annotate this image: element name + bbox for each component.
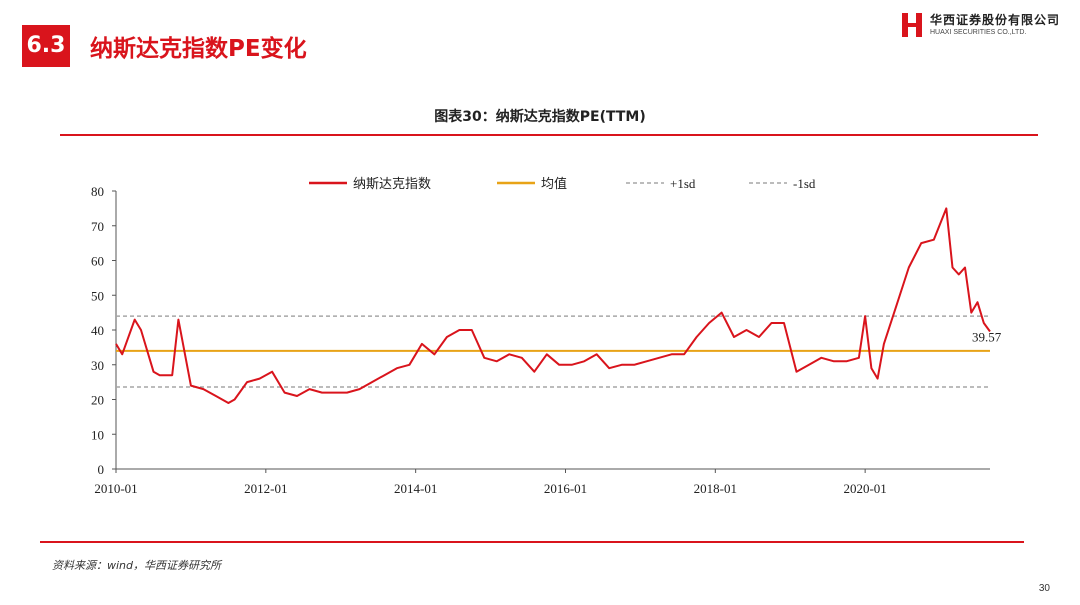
legend-label: +1sd	[670, 176, 696, 191]
y-tick-label: 10	[91, 427, 104, 442]
logo-company-name-en: HUAXI SECURITIES CO.,LTD.	[929, 29, 1027, 36]
y-tick-label: 50	[91, 288, 104, 303]
logo-company-name-cn: 华西证券股份有限公司	[929, 13, 1060, 27]
y-tick-label: 80	[91, 184, 104, 199]
legend-label: 均值	[541, 176, 567, 192]
legend-label: 纳斯达克指数	[353, 177, 431, 192]
page-title: 纳斯达克指数PE变化	[90, 36, 307, 62]
huaxi-logo-icon	[901, 13, 922, 37]
x-tick-label: 2012-01	[244, 481, 287, 496]
y-tick-label: 70	[91, 219, 104, 234]
x-tick-label: 2018-01	[694, 481, 737, 496]
chart-title: 图表30：纳斯达克指数PE(TTM)	[434, 109, 646, 125]
legend-plus-1sd: +1sd	[626, 176, 696, 191]
y-tick-label: 40	[91, 323, 104, 338]
data-source-note: 资料来源：wind，华西证券研究所	[52, 559, 222, 572]
y-tick-label: 60	[91, 254, 104, 269]
x-tick-label: 2020-01	[843, 481, 886, 496]
section-number-badge: 6.3	[22, 25, 70, 67]
legend-mean: 均值	[497, 176, 567, 192]
legend-nasdaq-pe: 纳斯达克指数	[309, 177, 431, 192]
nasdaq-pe-line	[115, 207, 991, 404]
y-tick-label: 0	[98, 462, 105, 477]
title-divider	[60, 134, 1038, 136]
footer-divider	[40, 541, 1024, 543]
x-tick-label: 2016-01	[544, 481, 587, 496]
y-tick-label: 30	[91, 358, 104, 373]
y-tick-label: 20	[91, 393, 104, 408]
x-tick-label: 2014-01	[394, 481, 437, 496]
last-value-label: 39.57	[972, 329, 1002, 344]
legend-label: -1sd	[793, 176, 816, 191]
page-number: 30	[1038, 583, 1050, 594]
legend-minus-1sd: -1sd	[749, 176, 816, 191]
company-logo: 华西证券股份有限公司 HUAXI SECURITIES CO.,LTD.	[901, 12, 1060, 38]
x-tick-label: 2010-01	[94, 481, 137, 496]
